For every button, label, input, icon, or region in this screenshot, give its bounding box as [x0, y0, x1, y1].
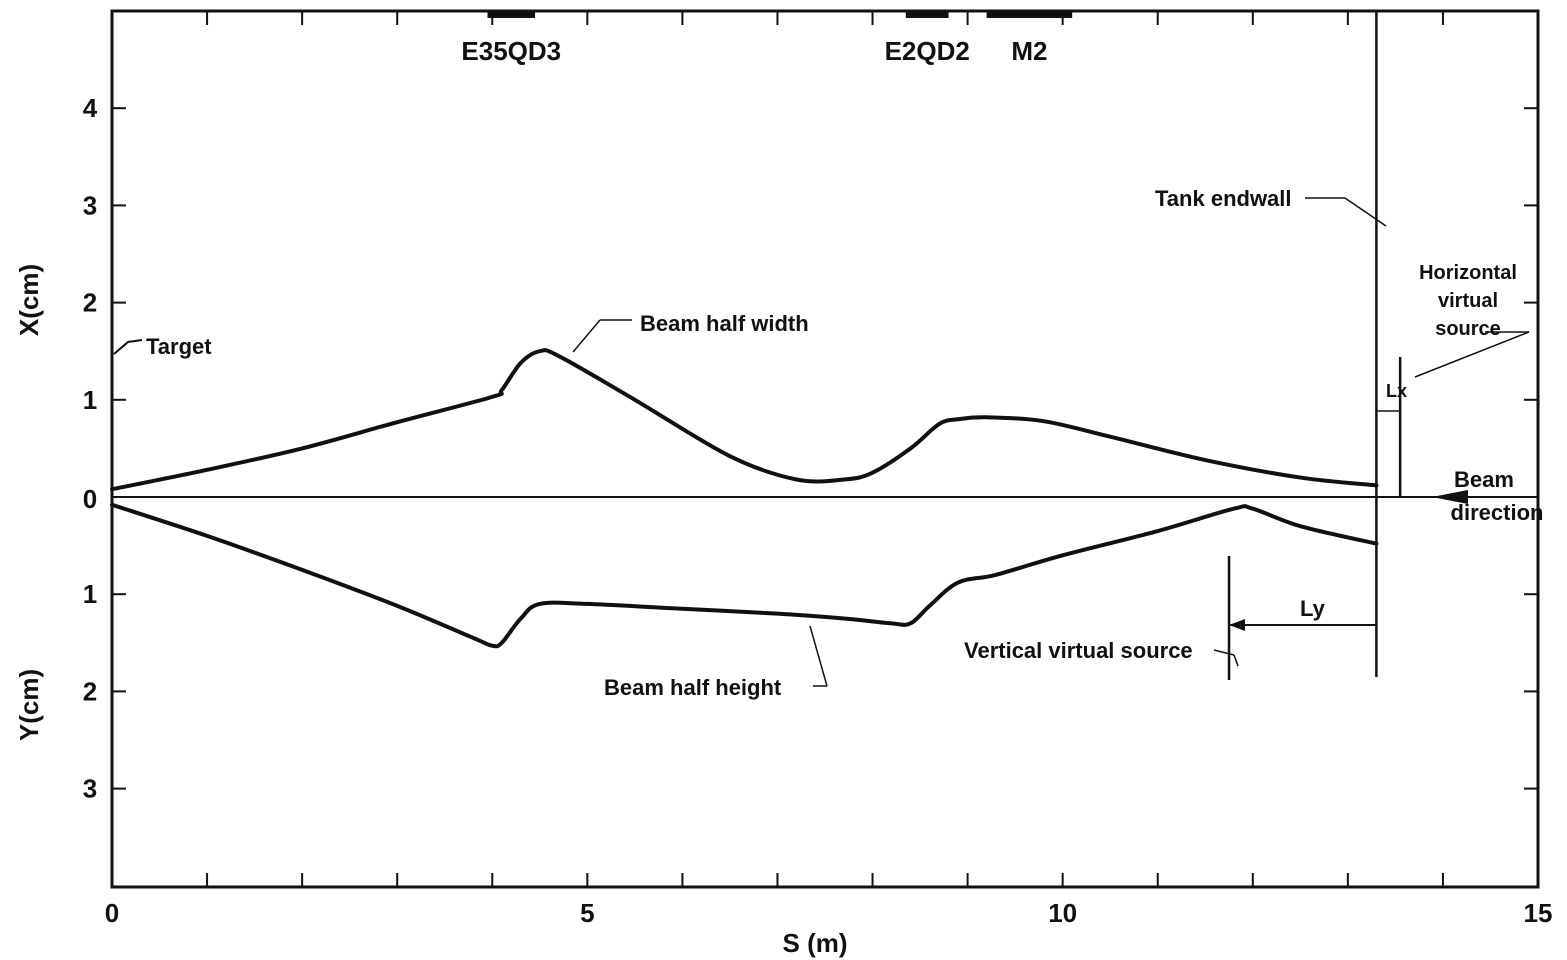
x-axis-label: S (m)	[783, 928, 848, 958]
x-tick-label: 15	[1524, 898, 1553, 928]
y-axis-label-bottom: Y(cm)	[14, 669, 44, 741]
y-axis-label-top: X(cm)	[14, 264, 44, 336]
magnet-markers: E35QD3 E2QD2 M2	[461, 11, 1073, 66]
vertical-virtual-source-label: Vertical virtual source	[964, 638, 1193, 663]
tank-endwall-label: Tank endwall	[1155, 186, 1292, 211]
plot-frame	[110, 9, 1540, 889]
y-panel-tick-label: 1	[83, 579, 97, 609]
target-label: Target	[146, 334, 212, 359]
axis-ticks	[111, 11, 1539, 887]
beam-direction-label-2: direction	[1451, 500, 1544, 525]
horizontal-virtual-source-label-1: Horizontal	[1419, 262, 1517, 284]
half-width-leader-d	[572, 319, 601, 353]
horizontal-virtual-source-label-2: virtual	[1438, 290, 1498, 312]
y-panel-tick-label: 3	[83, 774, 97, 804]
structure-lines	[113, 11, 1530, 687]
vvs-leader-2	[1233, 654, 1239, 667]
x-tick-label: 5	[580, 898, 594, 928]
target-leader	[113, 339, 143, 355]
hvs-leader-d	[1414, 331, 1530, 378]
beam-direction-label-1: Beam	[1454, 467, 1514, 492]
magnet-label: E35QD3	[461, 36, 561, 66]
horizontal-virtual-source-label-3: source	[1435, 318, 1501, 340]
beam-half-width-curve	[110, 348, 1379, 492]
vvs-leader-1	[1213, 649, 1235, 656]
beam-half-height-label: Beam half height	[604, 675, 782, 700]
x-tick-label: 10	[1048, 898, 1077, 928]
ly-arrowhead	[1229, 619, 1246, 631]
x-panel-tick-label: 1	[83, 385, 97, 415]
zero-tick-label: 0	[83, 484, 97, 514]
ly-label: Ly	[1300, 596, 1326, 621]
magnet-label: M2	[1011, 36, 1047, 66]
magnet-block	[487, 11, 536, 18]
magnet-block	[986, 11, 1073, 18]
beam-half-height-curve	[110, 502, 1379, 649]
beam-direction-arrow	[1432, 490, 1468, 504]
magnet-label: E2QD2	[885, 36, 970, 66]
y-panel-tick-label: 2	[83, 676, 97, 706]
beam-half-width-label: Beam half width	[640, 311, 809, 336]
x-panel-tick-label: 4	[83, 93, 98, 123]
x-panel-tick-label: 3	[83, 190, 97, 220]
lx-label: Lx	[1386, 381, 1407, 401]
series-group	[110, 348, 1379, 649]
half-height-leader-d	[809, 625, 828, 687]
axis-tick-labels: 0 5 10 15 1 2 3 4 1 2 3	[83, 93, 1553, 928]
endwall-leader-d	[1344, 197, 1387, 227]
x-panel-tick-label: 2	[83, 288, 97, 318]
x-tick-label: 0	[105, 898, 119, 928]
magnet-block	[905, 11, 949, 18]
